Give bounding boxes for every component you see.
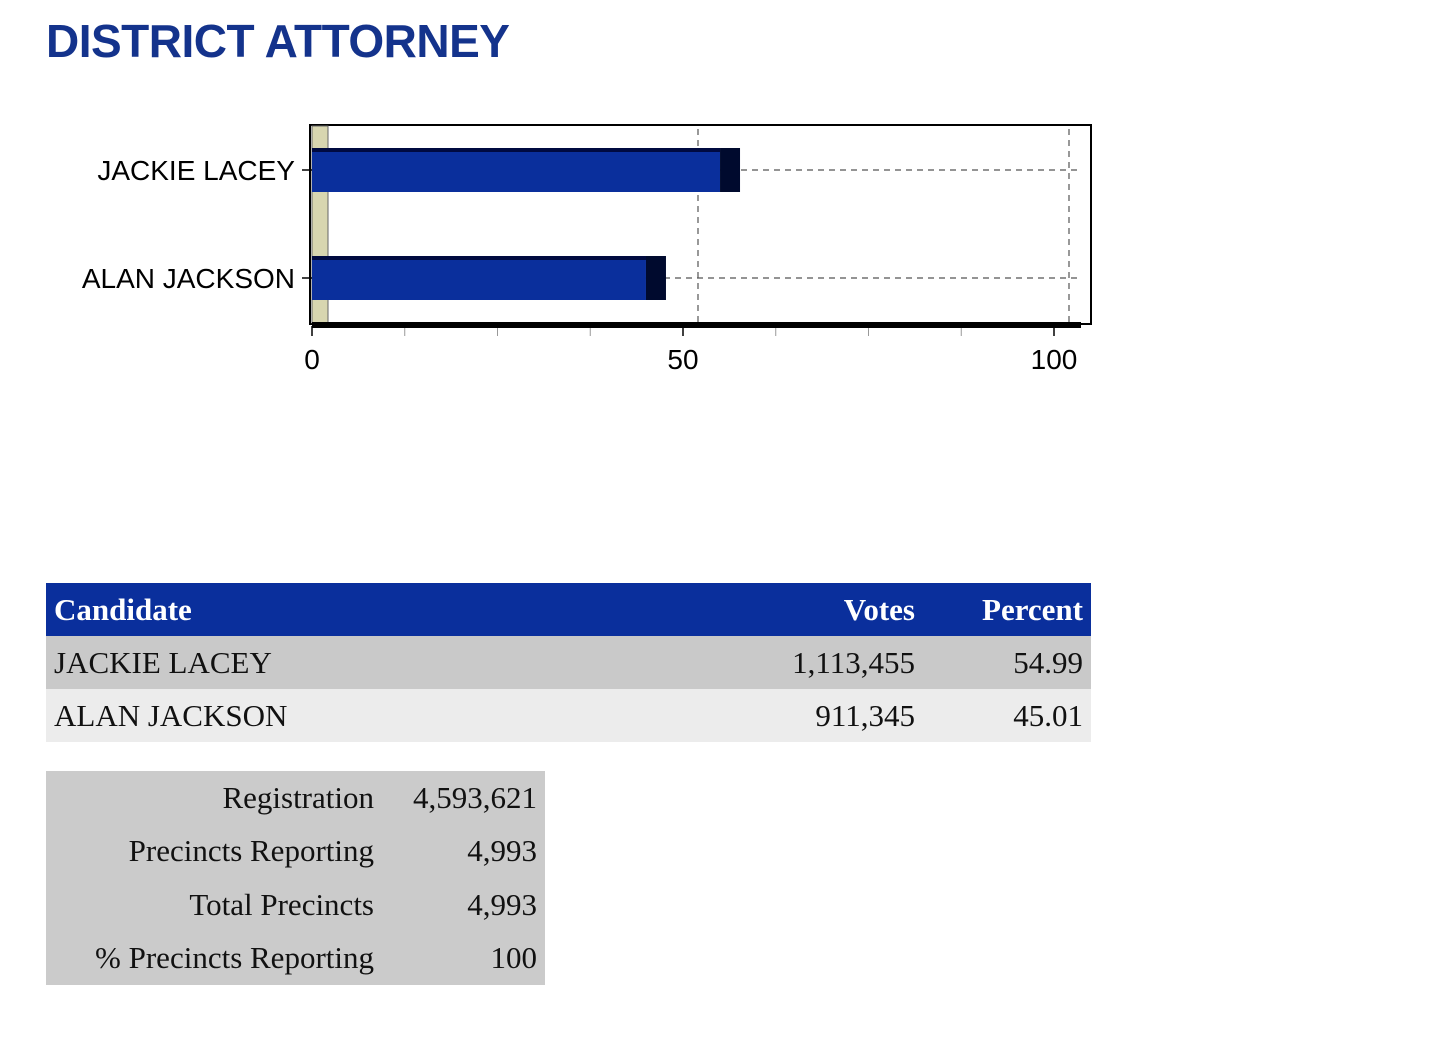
candidate-percent: 45.01 <box>923 689 1091 742</box>
bar <box>312 148 721 192</box>
candidate-name: JACKIE LACEY <box>46 636 702 689</box>
results-header-row: Candidate Votes Percent <box>46 583 1091 636</box>
category-label: JACKIE LACEY <box>97 155 295 186</box>
percent-column-header: Percent <box>923 583 1091 636</box>
stats-label: Precincts Reporting <box>128 833 374 869</box>
table-row: JACKIE LACEY 1,113,455 54.99 <box>46 636 1091 689</box>
x-tick-label: 0 <box>304 344 320 375</box>
category-label: ALAN JACKSON <box>82 263 295 294</box>
stats-row: Total Precincts 4,993 <box>46 878 545 932</box>
stats-label: Registration <box>222 779 374 815</box>
candidate-name: ALAN JACKSON <box>46 689 702 742</box>
bar-top-edge <box>312 148 721 152</box>
bar-end <box>720 148 741 192</box>
bar <box>312 256 646 300</box>
table-row: ALAN JACKSON 911,345 45.01 <box>46 689 1091 742</box>
x-axis-line <box>312 322 1081 328</box>
x-tick-label: 100 <box>1031 344 1078 375</box>
stats-row: Registration 4,593,621 <box>46 771 545 825</box>
candidate-column-header: Candidate <box>46 583 702 636</box>
page-title: DISTRICT ATTORNEY <box>46 15 510 67</box>
stats-value: 4,593,621 <box>413 779 537 815</box>
candidate-votes: 911,345 <box>702 689 923 742</box>
stats-label: % Precincts Reporting <box>95 940 374 976</box>
bar-end <box>645 256 666 300</box>
stats-value: 4,993 <box>467 886 537 922</box>
stats-row: Precincts Reporting 4,993 <box>46 825 545 879</box>
votes-column-header: Votes <box>702 583 923 636</box>
results-bar-chart: JACKIE LACEY ALAN JACKSON 0 50 100 <box>82 124 1092 375</box>
stats-label: Total Precincts <box>189 886 374 922</box>
candidate-votes: 1,113,455 <box>702 636 923 689</box>
x-tick-label: 50 <box>667 344 698 375</box>
stats-value: 4,993 <box>467 833 537 869</box>
stats-row: % Precincts Reporting 100 <box>46 932 545 986</box>
candidate-percent: 54.99 <box>923 636 1091 689</box>
precinct-stats-table: Registration 4,593,621 Precincts Reporti… <box>46 771 545 985</box>
results-table: Candidate Votes Percent JACKIE LACEY 1,1… <box>46 583 1091 742</box>
stats-value: 100 <box>490 940 538 976</box>
bar-top-edge <box>312 256 646 260</box>
